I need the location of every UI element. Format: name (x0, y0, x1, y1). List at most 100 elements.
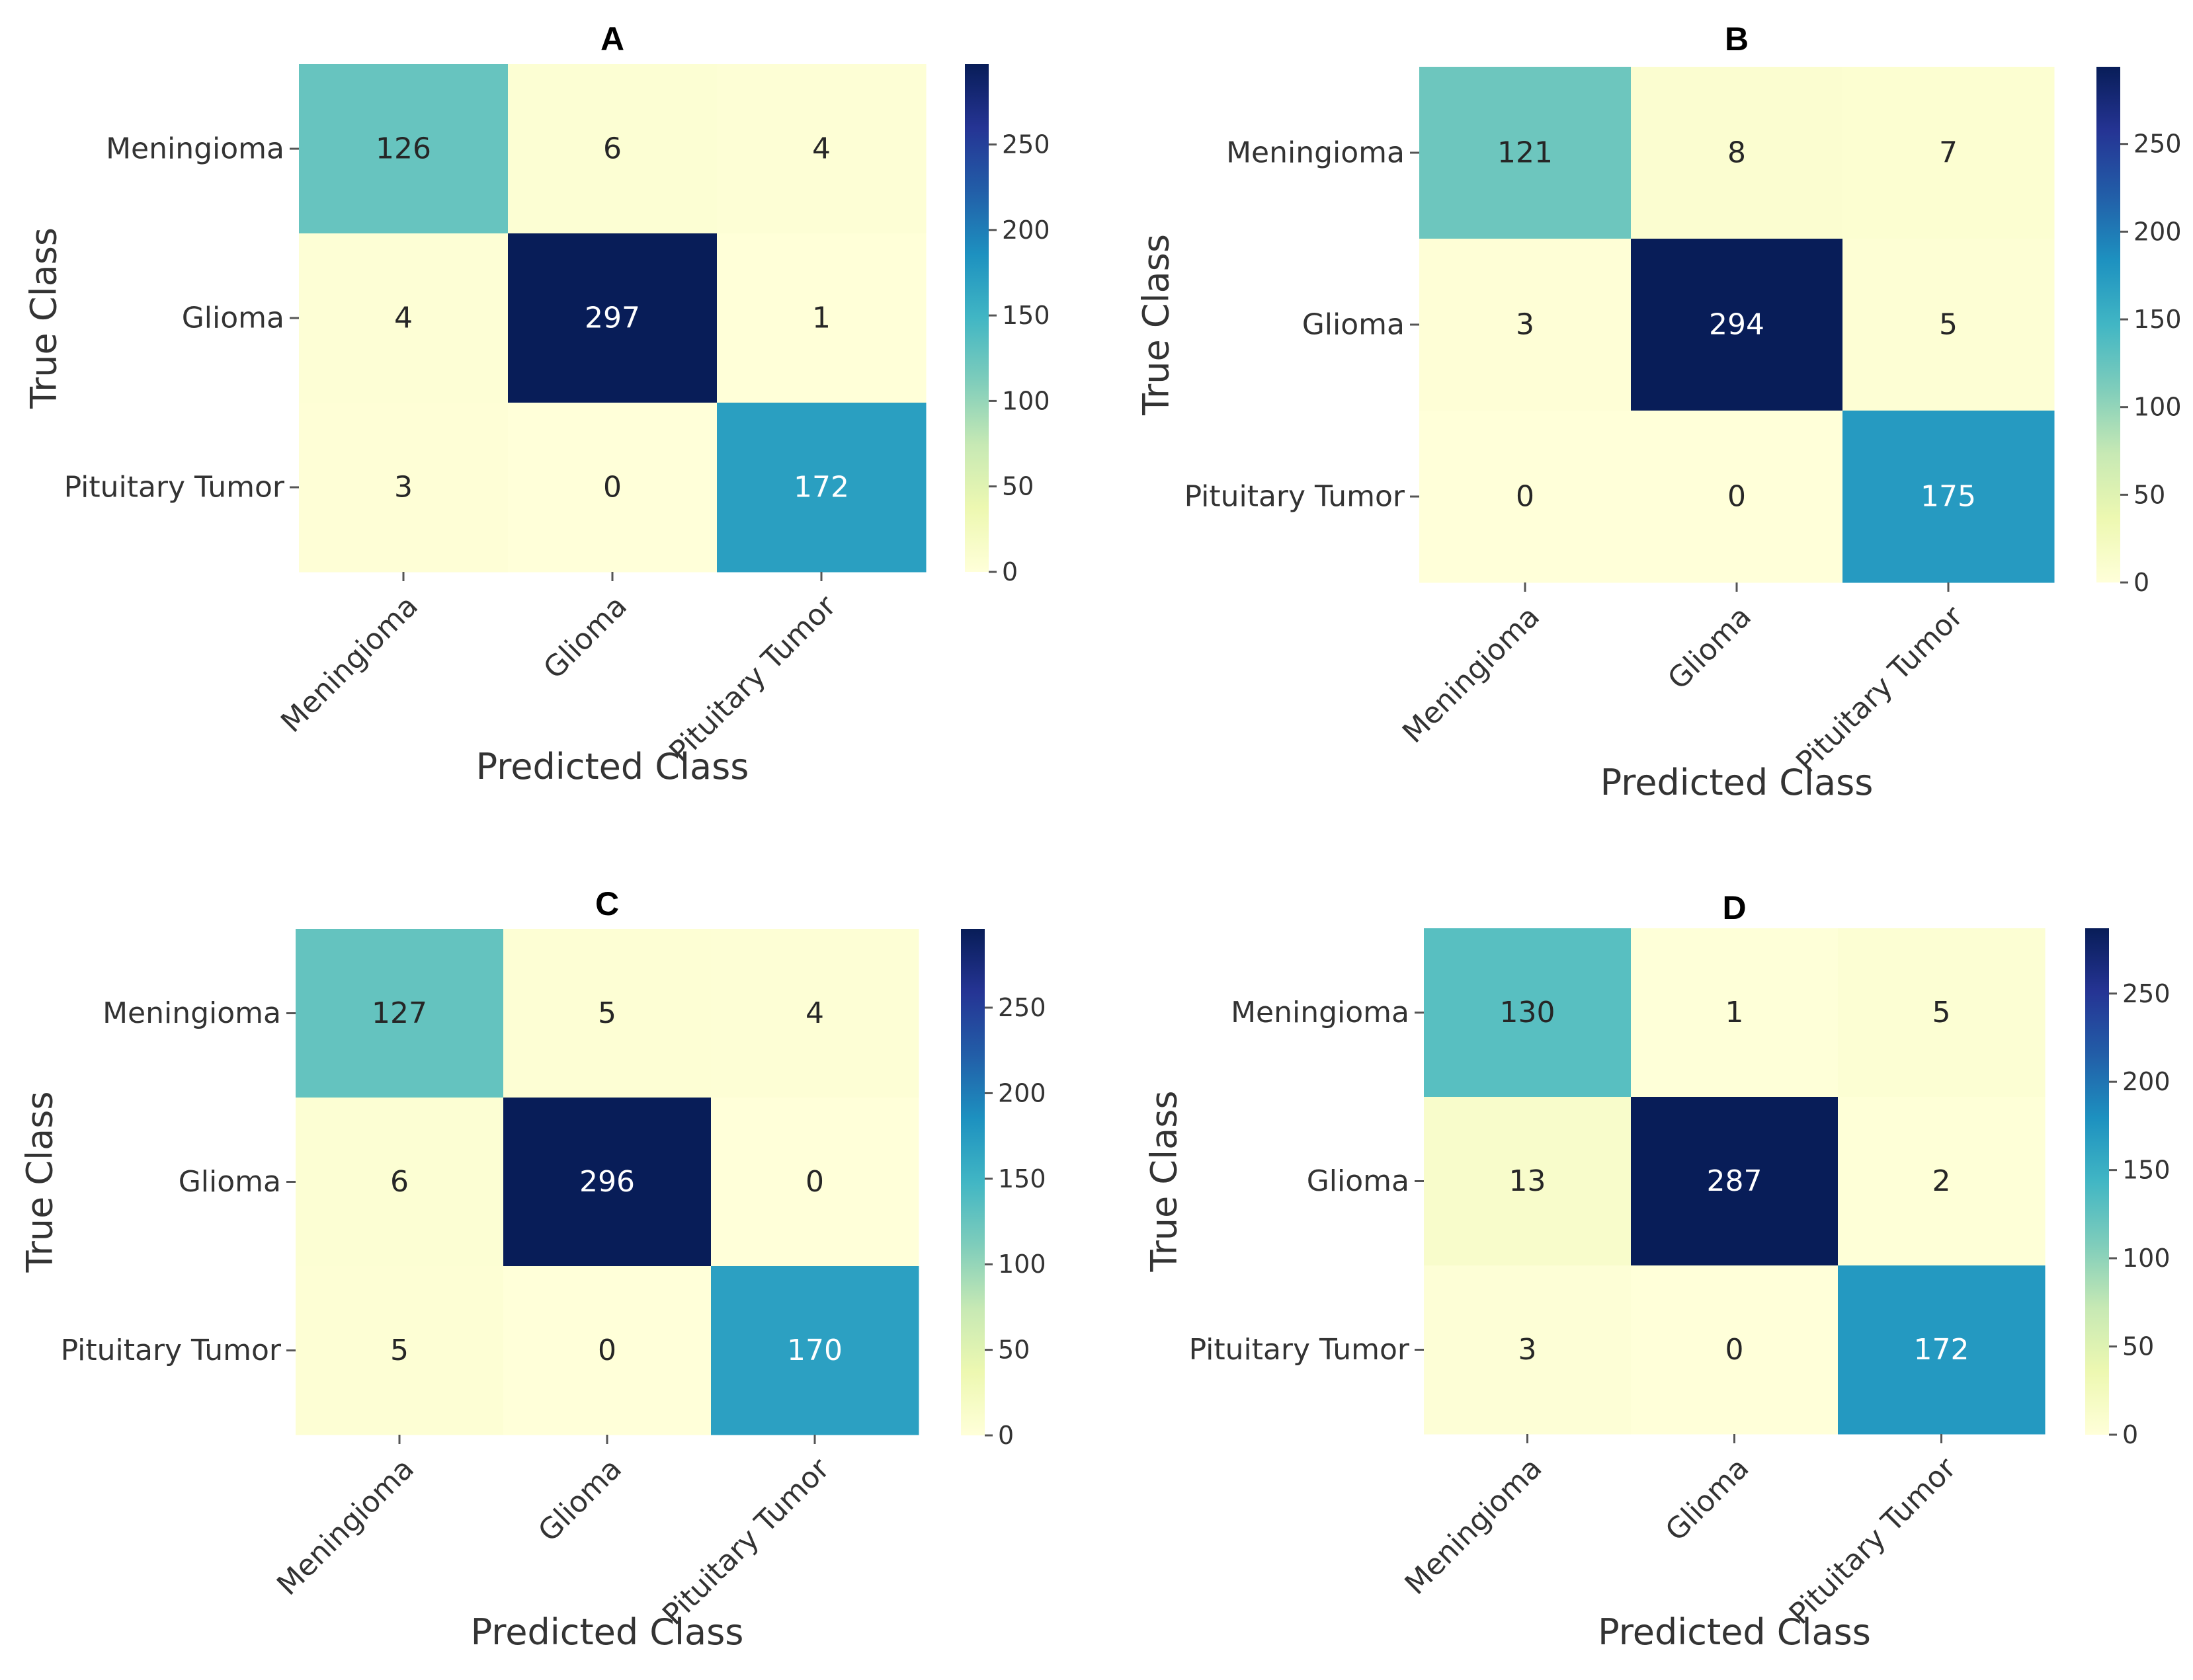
x-tick-label: Meningioma (270, 1452, 421, 1602)
heatmap-cell (299, 403, 509, 573)
heatmap-cell (508, 403, 718, 573)
panel-title: D (1722, 889, 1746, 926)
x-tick-label: Glioma (1661, 600, 1758, 696)
x-tick-label: Meningioma (274, 589, 425, 739)
x-tick-label: Pituitary Tumor (663, 588, 843, 768)
heatmap-cell (299, 233, 509, 403)
heatmap-cell (1419, 411, 1632, 583)
colorbar-tick-label: 100 (2122, 1244, 2171, 1273)
cell-value-label: 170 (787, 1334, 843, 1367)
cell-value-label: 0 (603, 471, 622, 504)
heatmap-cell (1838, 928, 2046, 1098)
cell-value-label: 294 (1709, 308, 1764, 342)
panel-d: D 130 1 5 13 287 2 3 0 172 Meningioma Glioma Pituita… (1143, 889, 2171, 1653)
heatmap-cell (1842, 67, 2055, 239)
cell-value-label: 4 (394, 301, 413, 335)
colorbar-tick-label: 200 (2122, 1067, 2171, 1096)
heatmap-cell (1631, 411, 1843, 583)
cell-value-label: 1 (812, 301, 831, 335)
colorbar-tick-label: 200 (2133, 217, 2182, 246)
cell-value-label: 287 (1707, 1164, 1762, 1198)
cell-value-label: 0 (598, 1334, 616, 1367)
cell-value-label: 130 (1500, 996, 1555, 1029)
colorbar (2096, 67, 2120, 582)
colorbar-tick-label: 0 (998, 1421, 1014, 1450)
cell-value-label: 2 (1932, 1164, 1951, 1198)
colorbar-tick-label: 150 (2133, 305, 2182, 334)
heatmap-cell (1424, 928, 1632, 1098)
colorbar-tick-label: 150 (998, 1164, 1046, 1193)
heatmap-cell (1631, 239, 1843, 411)
heatmap-cell (299, 64, 509, 234)
y-tick-label: Meningioma (1226, 136, 1405, 170)
panel-title: B (1725, 20, 1749, 58)
heatmap-cell (711, 1266, 919, 1435)
x-tick-label: Pituitary Tumor (1783, 1451, 1963, 1630)
cell-value-label: 1 (1725, 996, 1744, 1029)
colorbar-tick-label: 150 (1002, 301, 1050, 330)
x-tick-label: Glioma (1659, 1451, 1756, 1548)
y-axis-label: True Class (19, 1092, 61, 1273)
colorbar-tick-label: 200 (998, 1078, 1046, 1107)
colorbar-tick-label: 100 (2133, 393, 2182, 422)
y-axis-label: True Class (1136, 234, 1177, 416)
colorbar-tick-label: 0 (2122, 1420, 2138, 1449)
panel-title: C (595, 885, 619, 922)
cell-value-label: 4 (812, 132, 831, 166)
colorbar-tick-label: 0 (2133, 568, 2149, 597)
y-tick-label: Pituitary Tumor (1189, 1333, 1410, 1367)
cell-value-label: 121 (1497, 136, 1553, 170)
colorbar-tick-label: 50 (2133, 480, 2165, 509)
cell-value-label: 4 (806, 996, 824, 1030)
y-tick-label: Meningioma (106, 132, 284, 166)
heatmap-cell (1842, 239, 2055, 411)
x-tick-label: Pituitary Tumor (1790, 599, 1969, 779)
x-axis-label: Predicted Class (471, 1611, 744, 1653)
heatmap-cell (717, 233, 927, 403)
heatmap-cell (296, 1098, 504, 1267)
cell-value-label: 0 (1727, 480, 1746, 514)
heatmap-cell (711, 929, 919, 1098)
y-tick-label: Pituitary Tumor (61, 1334, 282, 1367)
heatmap-cell (1631, 1097, 1839, 1266)
x-axis-label: Predicted Class (1598, 1611, 1871, 1653)
colorbar-tick-label: 100 (1002, 386, 1050, 415)
heatmap-cell (503, 1098, 712, 1267)
colorbar-tick-label: 0 (1002, 557, 1018, 586)
cell-value-label: 5 (390, 1334, 409, 1367)
x-tick-label: Pituitary Tumor (656, 1451, 836, 1631)
heatmap-cell (1838, 1265, 2046, 1435)
colorbar-tick-label: 250 (2133, 130, 2182, 159)
cell-value-label: 172 (1914, 1333, 1969, 1367)
y-tick-label: Glioma (179, 1165, 281, 1199)
cell-value-label: 8 (1727, 136, 1746, 170)
heatmap-cell (296, 929, 504, 1098)
heatmap-cell (503, 929, 712, 1098)
panel-title: A (600, 20, 624, 58)
colorbar-tick-label: 200 (1002, 216, 1050, 245)
cell-value-label: 175 (1921, 480, 1976, 514)
cell-value-label: 296 (579, 1165, 635, 1199)
heatmap-cell (717, 403, 927, 573)
heatmap-cell (503, 1266, 712, 1435)
colorbar-tick-label: 250 (2122, 979, 2171, 1008)
heatmap-cell (508, 233, 718, 403)
cell-value-label: 172 (794, 471, 849, 504)
heatmap-cell (1842, 411, 2055, 583)
cell-value-label: 0 (1725, 1333, 1744, 1367)
y-axis-label: True Class (23, 227, 65, 409)
y-tick-label: Pituitary Tumor (1184, 480, 1405, 514)
colorbar (2085, 928, 2109, 1435)
y-tick-label: Glioma (1307, 1164, 1409, 1198)
panel-a: A 126 6 4 4 297 1 3 0 172 Meningioma Glioma Pituitar… (23, 20, 1050, 787)
y-tick-label: Glioma (1302, 308, 1405, 342)
y-tick-label: Meningioma (103, 996, 281, 1030)
colorbar-tick-label: 100 (998, 1250, 1046, 1279)
heatmap-cell (1631, 67, 1843, 239)
colorbar-tick-label: 250 (998, 993, 1046, 1022)
x-tick-label: Glioma (532, 1452, 628, 1548)
x-tick-label: Glioma (537, 589, 634, 686)
colorbar-tick-label: 250 (1002, 130, 1050, 159)
